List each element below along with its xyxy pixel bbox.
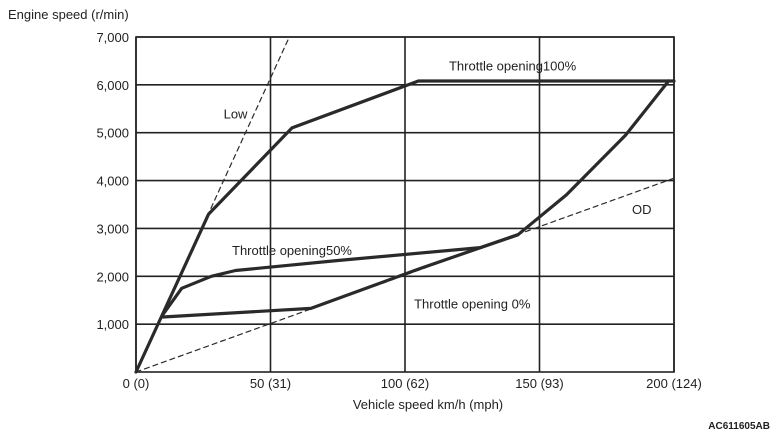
x-axis-title: Vehicle speed km/h (mph) [353,397,503,412]
y-tick-label: 4,000 [96,174,129,189]
x-tick-label: 200 (124) [646,376,702,391]
series-line-low [135,36,290,373]
figure-code: AC611605AB [708,421,770,432]
y-tick-label: 2,000 [96,269,129,284]
grid-group [135,36,675,373]
x-tick-label: 100 (62) [381,376,429,391]
y-axis-title: Engine speed (r/min) [8,7,129,22]
x-tick-label: 0 (0) [123,376,150,391]
annotation-throttle-opening100: Throttle opening100% [449,59,577,74]
y-tick-label: 7,000 [96,30,129,45]
annotation-throttle-opening50: Throttle opening50% [232,243,352,258]
series-line-throttle-opening50 [161,79,671,317]
y-tick-label: 3,000 [96,221,129,236]
x-tick-label: 150 (93) [515,376,563,391]
annotation-low: Low [224,106,248,121]
y-tick-label: 1,000 [96,317,129,332]
series-line-od [135,177,675,373]
tick-label-group: 1,000 2,000 3,000 4,000 5,000 6,000 7,000 0 (0)… [96,30,701,391]
annotation-group: Low OD Throttle opening100% Throttle openin… [224,59,652,312]
y-tick-label: 5,000 [96,126,129,141]
series-group [134,36,676,374]
x-tick-label: 50 (31) [250,376,291,391]
annotation-od: OD [632,202,652,217]
y-tick-label: 6,000 [96,78,129,93]
series-line-throttle-opening-0 [161,233,520,319]
series-line-throttle-opening100 [134,79,676,374]
annotation-throttle-opening-0: Throttle opening 0% [414,296,531,311]
